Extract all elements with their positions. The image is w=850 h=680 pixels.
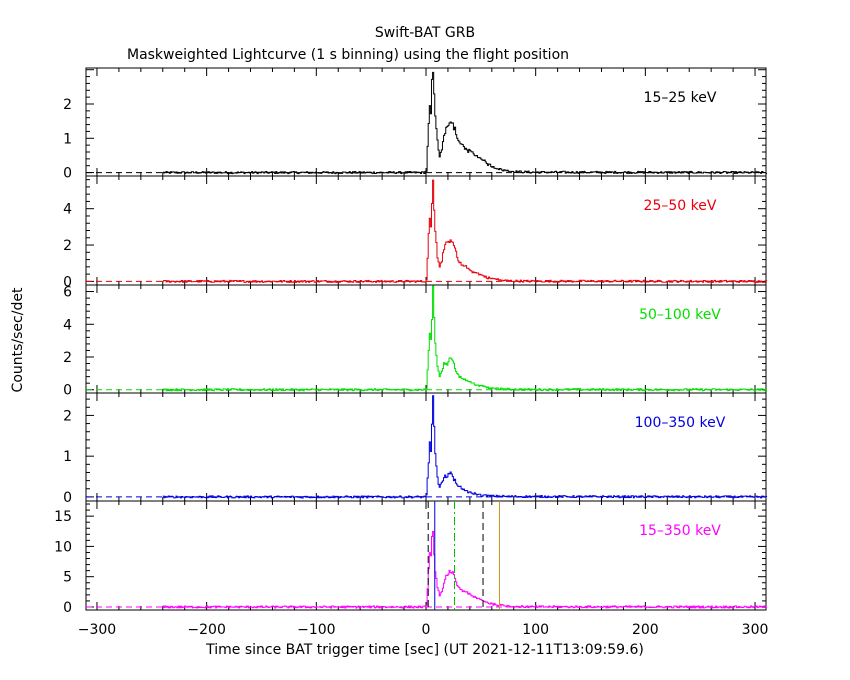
x-tick-label: 0 [422,622,431,638]
lightcurve-25-50-keV [162,179,768,283]
y-axis-label: Counts/sec/det [10,287,26,392]
y-tick-label: 2 [63,408,72,424]
x-tick-label: −100 [297,622,335,638]
y-tick-label: 2 [63,350,72,366]
x-axis-label: Time since BAT trigger time [sec] (UT 20… [205,642,644,658]
panel-frame [85,500,767,611]
y-tick-label: 2 [63,97,72,113]
panel-2: 0 2 4 6 50–100 keV [63,284,768,399]
chart-title: Swift-BAT GRB [375,25,475,41]
panel-3: 0 1 2 100–350 keV [63,392,768,506]
panel-4: 0 5 10 15 15–350 keV −300 −200 −100 0 100 200 300 [54,500,769,638]
x-tick-label: 100 [522,622,549,638]
y-tick-label: 6 [63,285,72,301]
x-tick-label: 300 [742,622,769,638]
y-tick-label: 15 [54,509,72,525]
y-tick-label: 0 [63,490,72,506]
lightcurve-100-350-keV [162,395,768,499]
band-label: 15–350 keV [639,523,721,539]
y-tick-label: 10 [54,539,72,555]
panel-frame [85,392,767,502]
panels-group: 0 1 2 15–25 keV 0 2 4 25–50 keV 0 2 4 6 50–100 keV 0 1… [54,67,769,638]
y-tick-label: 0 [63,166,72,182]
panel-0: 0 1 2 15–25 keV [63,67,768,182]
y-tick-label: 4 [63,317,72,333]
band-label: 25–50 keV [644,198,717,214]
panel-frame [85,175,767,286]
panel-1: 0 2 4 25–50 keV [63,175,768,290]
y-tick-label: 4 [63,202,72,218]
band-label: 50–100 keV [639,307,721,323]
y-tick-label: 0 [63,600,72,616]
panel-frame [85,67,767,177]
y-tick-label: 0 [63,383,72,399]
y-tick-label: 1 [63,131,72,147]
lightcurve-50-100-keV [162,285,768,392]
y-tick-label: 1 [63,449,72,465]
y-tick-label: 0 [63,274,72,290]
x-tick-label: 200 [632,622,659,638]
x-tick-label: −200 [187,622,225,638]
panel-frame [85,284,767,394]
lightcurve-15-350-keV [162,531,768,609]
chart-subtitle: Maskweighted Lightcurve (1 s binning) us… [127,47,569,63]
band-label: 15–25 keV [644,90,717,106]
x-tick-label: −300 [78,622,116,638]
lightcurve-15-25-keV [162,71,768,175]
y-tick-label: 2 [63,238,72,254]
band-label: 100–350 keV [635,415,726,431]
y-tick-label: 5 [63,570,72,586]
